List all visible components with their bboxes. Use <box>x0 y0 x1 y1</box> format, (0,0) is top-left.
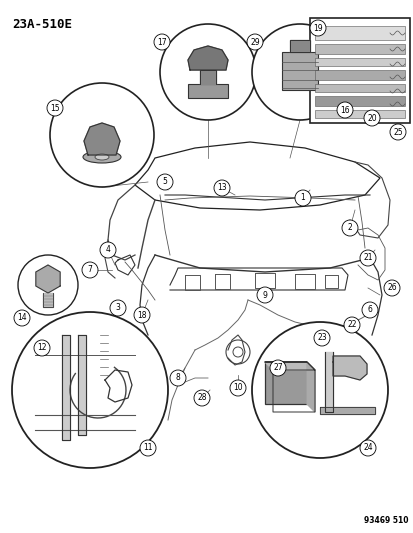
Text: 28: 28 <box>197 393 206 402</box>
Circle shape <box>294 190 310 206</box>
Circle shape <box>247 34 262 50</box>
Circle shape <box>47 100 63 116</box>
Circle shape <box>194 390 209 406</box>
Text: 3: 3 <box>115 303 120 312</box>
Text: 25: 25 <box>392 127 402 136</box>
Circle shape <box>269 360 285 376</box>
Circle shape <box>170 370 185 386</box>
Text: 24: 24 <box>362 443 372 453</box>
Text: 14: 14 <box>17 313 27 322</box>
Circle shape <box>313 330 329 346</box>
Circle shape <box>14 310 30 326</box>
Polygon shape <box>36 265 60 293</box>
Text: 6: 6 <box>367 305 372 314</box>
Bar <box>314 110 404 118</box>
Circle shape <box>50 83 154 187</box>
Polygon shape <box>306 362 314 412</box>
Bar <box>314 58 404 66</box>
Text: 5: 5 <box>162 177 167 187</box>
Polygon shape <box>84 123 120 155</box>
Polygon shape <box>289 40 309 52</box>
Bar <box>314 96 404 106</box>
Circle shape <box>157 174 173 190</box>
Text: 7: 7 <box>88 265 92 274</box>
Circle shape <box>252 322 387 458</box>
Circle shape <box>230 380 245 396</box>
Text: 9: 9 <box>262 290 267 300</box>
Circle shape <box>361 302 377 318</box>
Circle shape <box>140 440 156 456</box>
Text: 1: 1 <box>300 193 305 203</box>
Text: 10: 10 <box>233 384 242 392</box>
Text: 2: 2 <box>347 223 351 232</box>
Circle shape <box>309 20 325 36</box>
Polygon shape <box>188 46 228 70</box>
Polygon shape <box>332 356 366 380</box>
Circle shape <box>110 300 126 316</box>
Text: 11: 11 <box>143 443 152 453</box>
Text: 29: 29 <box>249 37 259 46</box>
Text: 93469 510: 93469 510 <box>363 516 408 525</box>
Polygon shape <box>264 362 314 370</box>
Text: 8: 8 <box>175 374 180 383</box>
Polygon shape <box>199 70 216 84</box>
Polygon shape <box>319 407 374 414</box>
Bar <box>309 18 409 123</box>
Text: 23A-510E: 23A-510E <box>12 18 72 31</box>
Circle shape <box>256 287 272 303</box>
Bar <box>314 84 404 92</box>
Bar <box>188 84 228 98</box>
Text: 26: 26 <box>386 284 396 293</box>
Bar <box>264 362 306 404</box>
Text: 23: 23 <box>316 334 326 343</box>
Circle shape <box>252 24 347 120</box>
Circle shape <box>359 440 375 456</box>
Ellipse shape <box>95 154 109 160</box>
Bar <box>314 70 404 80</box>
Circle shape <box>100 242 116 258</box>
Bar <box>281 52 317 90</box>
Text: 22: 22 <box>347 320 356 329</box>
Text: 16: 16 <box>339 106 349 115</box>
Text: 21: 21 <box>362 254 372 262</box>
Circle shape <box>154 34 170 50</box>
Circle shape <box>34 340 50 356</box>
Polygon shape <box>78 335 86 435</box>
Ellipse shape <box>83 151 121 163</box>
Text: 17: 17 <box>157 37 166 46</box>
Polygon shape <box>43 293 53 307</box>
Circle shape <box>82 262 98 278</box>
Text: 13: 13 <box>217 183 226 192</box>
Polygon shape <box>324 352 332 412</box>
Polygon shape <box>62 335 70 440</box>
Bar <box>314 26 404 40</box>
Text: 20: 20 <box>366 114 376 123</box>
Circle shape <box>359 250 375 266</box>
Circle shape <box>159 24 255 120</box>
Circle shape <box>363 110 379 126</box>
Circle shape <box>18 255 78 315</box>
Text: 4: 4 <box>105 246 110 254</box>
Circle shape <box>341 220 357 236</box>
Bar <box>314 44 404 54</box>
Text: 27: 27 <box>273 364 282 373</box>
Circle shape <box>12 312 168 468</box>
Circle shape <box>383 280 399 296</box>
Text: 15: 15 <box>50 103 59 112</box>
Circle shape <box>336 102 352 118</box>
Circle shape <box>134 307 150 323</box>
Circle shape <box>343 317 359 333</box>
Text: 12: 12 <box>37 343 47 352</box>
Text: 19: 19 <box>312 23 322 33</box>
Circle shape <box>389 124 405 140</box>
Circle shape <box>214 180 230 196</box>
Text: 18: 18 <box>137 311 146 319</box>
